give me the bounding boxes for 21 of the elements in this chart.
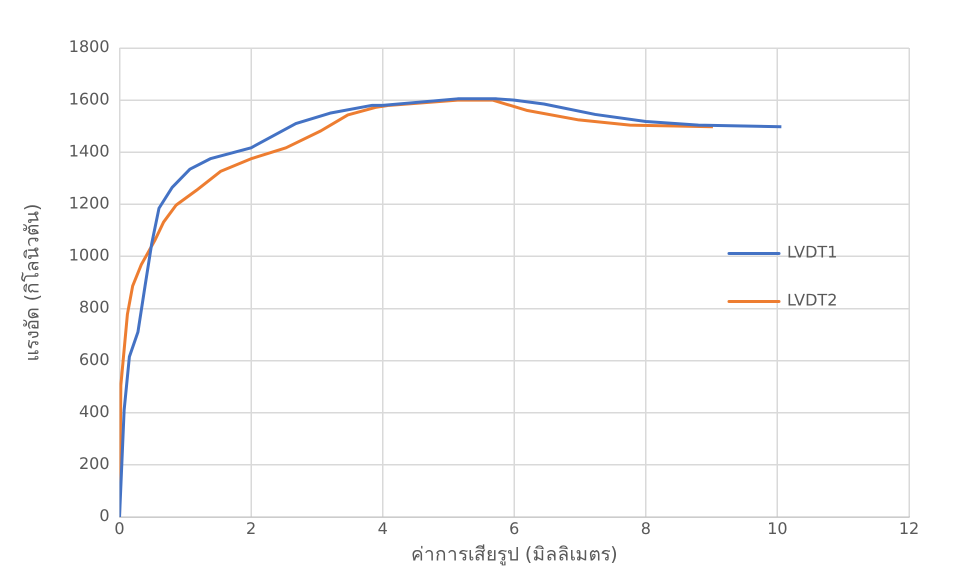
legend-label: LVDT2 [787,290,838,310]
y-tick-label: 600 [78,350,110,369]
x-tick-label: 12 [898,518,920,538]
legend-label: LVDT1 [787,242,838,262]
x-tick-label: 10 [767,518,788,538]
x-tick-label: 4 [378,518,388,538]
y-tick-label: 1000 [68,246,110,265]
x-tick-label: 0 [114,518,125,538]
y-tick-label: 400 [78,402,110,421]
y-axis-title: แรงอัด (กิโลนิวตัน) [20,204,44,362]
x-tick-label: 6 [509,518,520,538]
y-tick-label: 0 [99,506,110,526]
y-tick-label: 1200 [68,193,110,212]
x-tick-label: 8 [640,518,651,538]
y-tick-label: 1800 [68,37,110,56]
y-tick-label: 200 [78,454,110,474]
y-tick-label: 1600 [68,89,110,108]
x-tick-label: 2 [246,518,256,538]
y-tick-label: 1400 [68,141,110,160]
y-tick-label: 800 [78,298,110,317]
x-axis-title: ค่าการเสียรูป (มิลลิเมตร) [410,544,618,566]
